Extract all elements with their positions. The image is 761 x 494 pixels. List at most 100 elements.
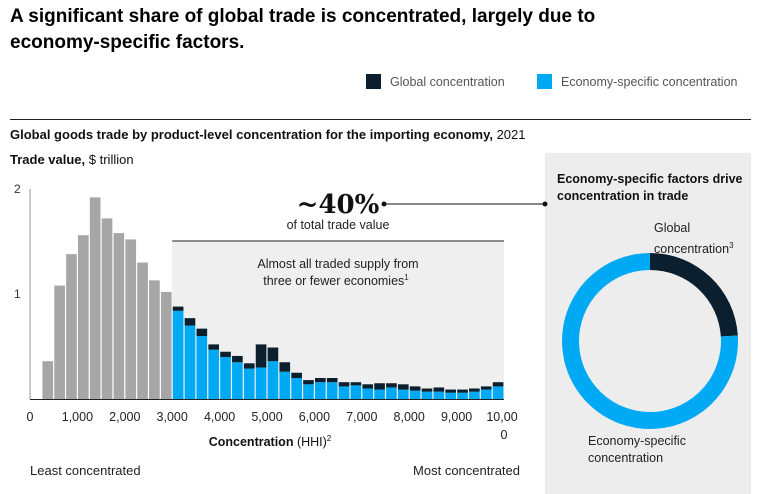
bar-economy <box>279 371 291 399</box>
bar-global <box>445 389 456 393</box>
x-tick-label: 9,000 <box>441 410 472 424</box>
bar-economy <box>255 367 267 399</box>
bar-economy <box>232 362 243 399</box>
x-tick-label: 4,000 <box>204 410 235 424</box>
bar-economy <box>469 391 480 399</box>
x-tick-label: 7,000 <box>346 410 377 424</box>
bar-economy <box>480 389 492 399</box>
annotation-percentage: ~40% <box>297 190 380 220</box>
bar-economy <box>42 361 54 399</box>
x-axis-title-sup: 2 <box>327 434 332 443</box>
bar-economy <box>338 386 350 399</box>
donut-global-label: Global concentration3 <box>654 220 734 258</box>
bar-economy <box>172 310 184 399</box>
bar-economy <box>243 368 255 399</box>
donut-global-label-line1: Global <box>654 221 691 235</box>
bar-global <box>267 347 279 362</box>
bar-economy <box>66 254 77 399</box>
bar-economy <box>409 390 421 399</box>
bar-economy <box>137 262 148 399</box>
bar-economy <box>433 391 445 399</box>
x-tick-label: 1,000 <box>62 410 93 424</box>
bar-global <box>232 355 243 363</box>
bar-economy <box>149 280 160 399</box>
bar-economy <box>54 285 65 399</box>
bar-economy <box>89 197 101 399</box>
bar-global <box>279 362 291 372</box>
legend-economy: Economy-specific concentration <box>537 74 737 89</box>
legend-economy-swatch <box>537 74 552 89</box>
bar-economy <box>445 392 456 399</box>
bar-global <box>421 388 433 392</box>
bar-global <box>469 388 480 392</box>
top-divider <box>10 119 751 120</box>
bar-global <box>172 306 184 311</box>
legend-global-swatch <box>366 74 381 89</box>
bar-global <box>362 384 374 389</box>
bar-economy <box>492 386 504 399</box>
connector-end-dot <box>542 201 548 207</box>
donut-slice-global <box>650 253 738 337</box>
bar-economy <box>386 387 397 399</box>
y-axis-title-bold: Trade value, <box>10 152 86 167</box>
bar-global <box>291 372 302 378</box>
bar-economy <box>303 384 314 399</box>
annotation-note-line2: three or fewer economies1 <box>263 273 409 288</box>
bar-economy <box>397 389 409 399</box>
bar-global <box>480 386 492 390</box>
chart-subtitle: Global goods trade by product-level conc… <box>10 127 526 142</box>
donut-global-label-sup: 3 <box>729 241 734 250</box>
donut-economy-label: Economy-specific concentration <box>588 433 686 467</box>
most-concentrated-label: Most concentrated <box>413 463 520 478</box>
bar-global <box>433 387 445 392</box>
bar-economy <box>184 325 196 399</box>
bar-economy <box>374 389 385 399</box>
bar-global <box>196 328 208 336</box>
bar-economy <box>362 388 374 399</box>
legend-global: Global concentration <box>366 74 505 89</box>
x-axis-title-bold: Concentration <box>209 435 294 449</box>
bar-economy <box>78 235 89 399</box>
x-tick-label: 3,000 <box>157 410 188 424</box>
legend-economy-label: Economy-specific concentration <box>561 74 738 89</box>
annotation-note-line1: Almost all traded supply from <box>257 257 418 271</box>
donut-economy-label-line2: concentration <box>588 451 664 465</box>
y-axis-title-unit: $ trillion <box>85 152 134 167</box>
bar-economy <box>160 291 172 399</box>
least-concentrated-label: Least concentrated <box>30 463 141 478</box>
x-tick-label: 10,00 <box>486 410 517 424</box>
bar-global <box>184 318 196 326</box>
bar-economy <box>457 392 468 399</box>
bar-global <box>208 344 219 350</box>
bar-economy <box>267 361 279 399</box>
bar-economy <box>113 233 125 399</box>
bar-global <box>220 351 231 357</box>
x-tick-label: 2,000 <box>109 410 140 424</box>
bar-global <box>386 383 397 388</box>
chart-subtitle-bold: Global goods trade by product-level conc… <box>10 127 493 142</box>
x-tick-label: 8,000 <box>394 410 425 424</box>
bar-economy <box>208 349 219 399</box>
donut-global-label-text: concentration <box>654 242 730 257</box>
x-axis-title: Concentration (HHI)2 <box>209 434 332 449</box>
bar-global <box>315 378 326 383</box>
donut-global-label-line2: concentration3 <box>654 237 734 258</box>
donut-economy-label-line1: Economy-specific <box>588 434 686 448</box>
legend: Global concentration Economy-specific co… <box>0 74 761 94</box>
x-tick-label: 0 <box>501 428 508 442</box>
bar-economy <box>101 218 113 399</box>
bar-global <box>457 389 468 393</box>
annotation-note-sup: 1 <box>404 273 409 282</box>
chart-subtitle-year: 2021 <box>492 127 526 142</box>
bar-global <box>350 382 362 386</box>
bar-global <box>255 344 267 368</box>
bar-global <box>492 382 504 387</box>
bar-economy <box>220 357 231 399</box>
bar-global <box>243 363 255 369</box>
side-panel-title: Economy-specific factors drive concentra… <box>557 172 743 203</box>
bar-global <box>374 383 385 390</box>
bar-economy <box>125 239 137 399</box>
bar-global <box>338 382 350 387</box>
y-axis-title: Trade value, $ trillion <box>10 152 134 167</box>
